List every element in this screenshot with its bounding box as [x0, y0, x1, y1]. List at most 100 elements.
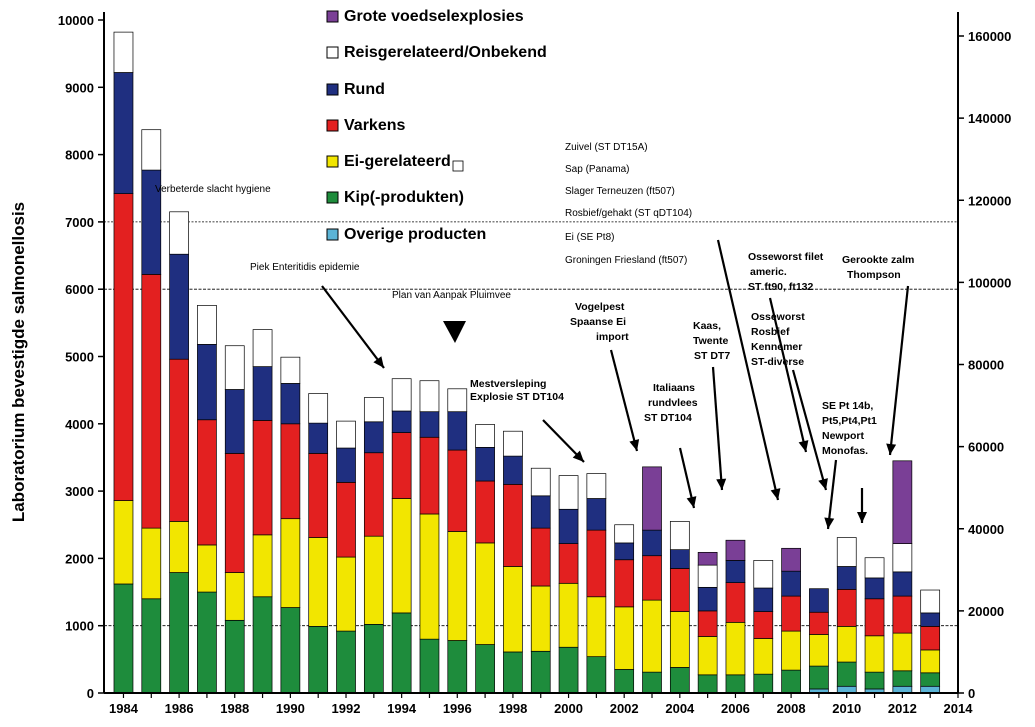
bar-segment	[892, 632, 913, 672]
arrow-line	[791, 369, 828, 491]
bar-segment	[836, 661, 857, 687]
bar-segment	[391, 410, 412, 433]
x-tick-label: 1988	[220, 701, 249, 716]
bar-segment	[141, 598, 162, 694]
x-tick-label: 1990	[276, 701, 305, 716]
y-axis-label: Laboratorium bevestigde salmonellosis	[9, 202, 28, 522]
annotation-text: Kennemer	[751, 341, 802, 353]
annotation-text: ST ft90, ft132	[748, 281, 814, 293]
y-tick-label: 7000	[65, 215, 94, 230]
annotation-text: Explosie ST DT104	[470, 391, 564, 403]
bar-segment	[252, 420, 273, 536]
bar-segment	[197, 419, 217, 546]
arrowhead-icon	[572, 450, 584, 462]
bar-segment	[614, 669, 635, 694]
bar-segment	[113, 72, 134, 194]
bar-segment	[864, 635, 885, 673]
bar-segment	[141, 129, 162, 171]
annotation-text: Mestversleping	[470, 378, 546, 390]
bar-segment	[475, 644, 495, 694]
x-tick-label: 2000	[554, 701, 583, 716]
bar-segment	[419, 380, 440, 413]
bar-segment	[892, 460, 913, 544]
arrowhead-icon	[818, 478, 828, 490]
bar-segment	[363, 624, 384, 694]
bar-segment	[836, 626, 857, 663]
bar-segment	[447, 449, 468, 532]
bar-segment	[586, 529, 607, 598]
bar-segment	[113, 583, 134, 694]
arrowhead-icon	[373, 356, 384, 368]
bar-segment	[836, 685, 857, 694]
bar-segment	[781, 547, 801, 572]
annotation-text: Rosbief	[751, 326, 790, 338]
bar-segment	[892, 571, 913, 597]
legend-label: Reisgerelateerd/Onbekend	[344, 44, 547, 61]
bar-segment	[308, 537, 329, 627]
down-triangle-icon	[443, 321, 466, 343]
bar-segment	[363, 421, 384, 454]
bar-segment	[892, 543, 913, 573]
bar-segment	[642, 466, 662, 531]
bar-segment	[391, 498, 412, 614]
bar-segment	[141, 274, 162, 529]
annotation-text: Gerookte zalm	[842, 254, 914, 266]
bar-segment	[697, 564, 718, 588]
bar-segment	[697, 610, 718, 637]
bar-segment	[503, 430, 523, 457]
bar-segment	[113, 500, 134, 585]
bar-segment	[224, 619, 245, 694]
bar-segment	[809, 611, 829, 635]
bar-segment	[836, 566, 857, 590]
bar-segment	[586, 656, 607, 694]
bar-segment	[892, 595, 913, 634]
bar-segment	[419, 411, 440, 438]
arrow-line	[609, 349, 639, 452]
y-tick-label: 2000	[65, 551, 94, 566]
arrowhead-icon	[824, 517, 835, 529]
bar-segment	[892, 685, 913, 694]
ref-line-label: Verbeterde slacht hygiene	[155, 184, 271, 195]
bar-segment	[669, 568, 690, 612]
bar-segment	[614, 524, 635, 544]
bars	[113, 31, 941, 694]
bar-segment	[586, 498, 607, 531]
bar-segment	[419, 513, 440, 640]
bar-segment	[503, 651, 523, 694]
x-tick-label: 1992	[332, 701, 361, 716]
bar-segment	[252, 329, 273, 367]
bar-segment	[308, 626, 329, 694]
bar-segment	[197, 544, 217, 593]
bar-segment	[391, 378, 412, 412]
arrow-line	[716, 239, 780, 501]
x-tick-label: 1986	[165, 701, 194, 716]
x-tick-label: 2004	[665, 701, 695, 716]
legend-swatch	[326, 119, 339, 132]
bar-segment	[363, 452, 384, 537]
bar-segment	[224, 345, 245, 390]
x-tick-label: 2008	[777, 701, 806, 716]
annotation-text: Spaanse Ei	[570, 316, 626, 328]
bar-segment	[280, 356, 301, 384]
legend-label: Varkens	[344, 117, 405, 134]
annotation-text: americ.	[750, 266, 787, 278]
bar-segment	[447, 388, 468, 413]
bar-segment	[336, 482, 356, 558]
y2-tick-label: 20000	[968, 604, 1004, 619]
bar-segment	[169, 253, 189, 360]
y2-tick-label: 100000	[968, 275, 1011, 290]
bar-segment	[447, 531, 468, 641]
bar-segment	[169, 358, 189, 522]
bar-segment	[920, 649, 941, 674]
bar-segment	[280, 518, 301, 608]
bar-segment	[224, 453, 245, 573]
bar-segment	[642, 555, 662, 601]
bar-segment	[809, 588, 829, 613]
arrowhead-icon	[798, 440, 809, 452]
bar-segment	[113, 193, 134, 501]
bar-segment	[809, 634, 829, 667]
bar-segment	[308, 453, 329, 538]
arrow-line	[826, 459, 838, 530]
bar-segment	[391, 612, 412, 694]
